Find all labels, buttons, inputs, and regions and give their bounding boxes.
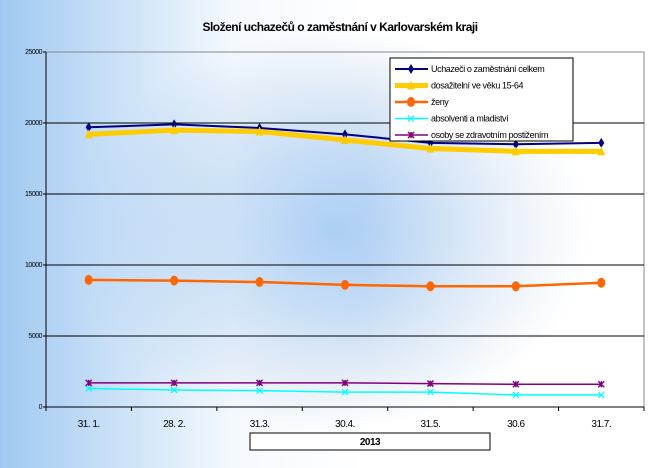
data-point-diamond — [408, 64, 414, 74]
data-point-x — [512, 391, 520, 399]
legend-label: dosažitelní ve věku 15-64 — [431, 81, 523, 91]
data-point-star — [426, 380, 434, 388]
legend-label: absolventi a mladiství — [431, 114, 509, 124]
data-point-triangle — [84, 129, 93, 139]
data-point-star — [170, 379, 178, 387]
series-4 — [85, 379, 605, 388]
y-tick-label: 15000 — [25, 191, 43, 198]
x-axis-title-box — [249, 432, 491, 451]
legend: Uchazeči o zaměstnání celkem dosažitelní … — [389, 57, 574, 142]
x-tick-label: 28. 2. — [163, 419, 185, 430]
data-point-triangle — [341, 135, 349, 145]
x-tick-label: 31.3. — [250, 419, 270, 430]
data-point-star — [256, 379, 264, 387]
data-point-star — [341, 379, 349, 387]
legend-item: Uchazeči o zaměstnání celkem — [395, 64, 545, 74]
data-point-x — [170, 386, 178, 394]
data-point-star — [85, 379, 93, 387]
y-tick-label: 5000 — [28, 333, 42, 340]
data-point-diamond — [171, 119, 178, 130]
x-tick-label: 31.5. — [421, 419, 441, 430]
legend-item: ženy — [395, 97, 450, 107]
legend-item: absolventi a mladiství — [395, 114, 510, 124]
data-point-diamond — [598, 137, 605, 148]
y-tick-label: 10000 — [25, 262, 43, 269]
legend-item: dosažitelní ve věku 15-64 — [395, 80, 524, 91]
data-point-circle — [84, 274, 93, 285]
data-point-circle — [511, 281, 520, 292]
data-point-x — [256, 387, 263, 395]
data-point-diamond — [342, 129, 348, 140]
data-point-circle — [597, 277, 606, 288]
legend-item: osoby se zdravotním postižením — [395, 130, 548, 140]
x-axis-title: 2013 — [360, 437, 381, 448]
series-3 — [85, 385, 605, 399]
y-tick-label: 25000 — [25, 49, 43, 56]
data-point-circle — [341, 279, 349, 290]
data-point-triangle — [255, 126, 264, 136]
x-tick-label: 30.6 — [507, 419, 525, 430]
data-point-triangle — [426, 143, 435, 153]
x-tick-label: 31.7. — [591, 419, 611, 430]
data-point-diamond — [85, 122, 92, 133]
data-point-star — [512, 380, 520, 388]
series-1 — [84, 125, 606, 156]
x-tick-label: 30.4. — [335, 419, 355, 430]
data-point-circle — [170, 275, 179, 286]
data-point-x — [427, 388, 434, 396]
data-point-x — [341, 388, 349, 396]
chart-title: Složení uchazečů o zaměstnání v Karlovar… — [202, 20, 477, 34]
data-point-x — [407, 115, 415, 122]
legend-label: Uchazeči o zaměstnání celkem — [431, 64, 544, 74]
data-point-circle — [255, 277, 264, 288]
data-point-x — [85, 385, 93, 392]
y-tick-label: 20000 — [25, 120, 43, 127]
legend-label: ženy — [431, 97, 449, 107]
data-point-triangle — [597, 146, 606, 156]
y-tick-label: 0 — [39, 404, 43, 411]
legend-label: osoby se zdravotním postižením — [431, 130, 548, 140]
data-point-triangle — [170, 125, 179, 135]
data-point-circle — [407, 97, 415, 107]
data-point-circle — [426, 281, 435, 292]
data-point-x — [597, 391, 605, 399]
series-2 — [84, 274, 606, 292]
data-point-star — [597, 380, 605, 388]
data-point-diamond — [512, 139, 519, 150]
data-point-triangle — [511, 146, 520, 156]
x-tick-label: 31. 1. — [78, 419, 100, 430]
data-point-triangle — [407, 80, 415, 90]
data-point-star — [407, 131, 415, 139]
